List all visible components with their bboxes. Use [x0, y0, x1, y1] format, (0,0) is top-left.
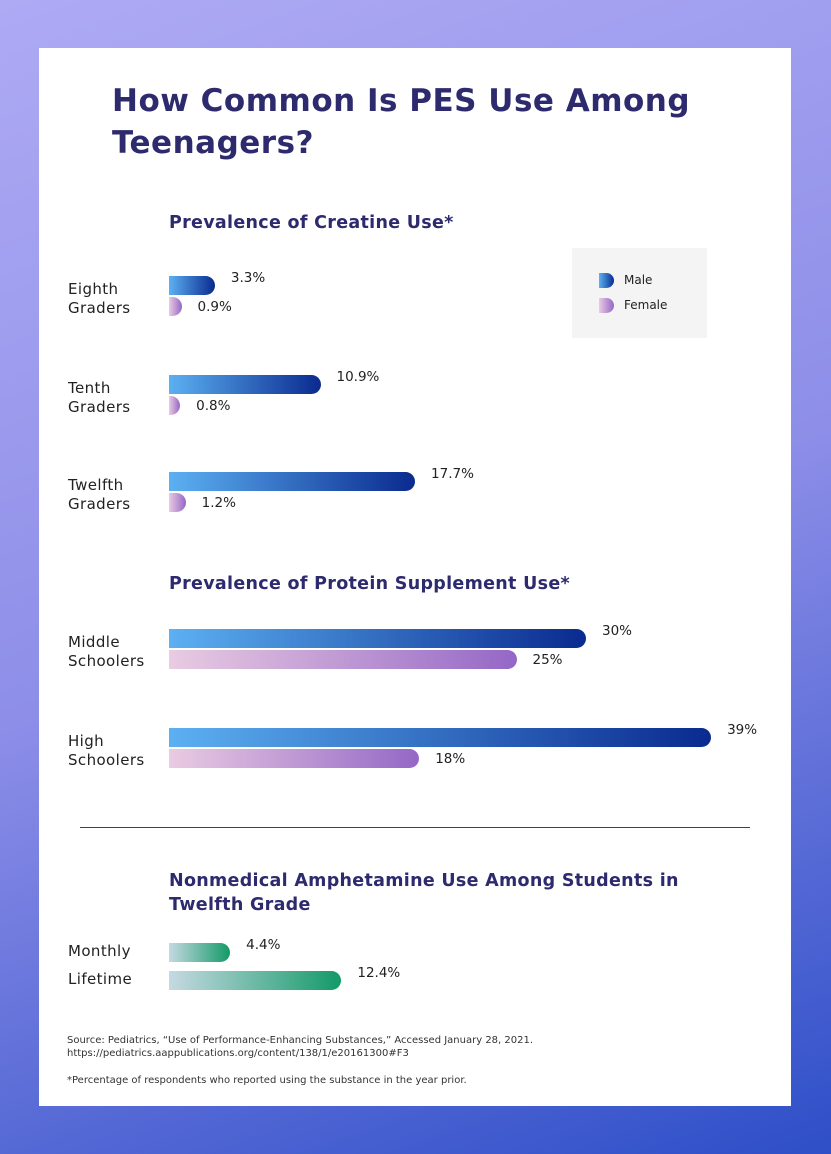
bar: [169, 943, 231, 962]
legend: Male Female: [572, 248, 707, 338]
value-label: 3.3%: [230, 270, 266, 286]
value-label: 1.2%: [201, 495, 236, 511]
bar: [169, 493, 186, 512]
value-label: 0.8%: [196, 398, 231, 414]
chart-title: Nonmedical Amphetamine Use Among Student…: [169, 871, 679, 915]
bar: [169, 971, 342, 990]
value-label: 18%: [435, 751, 466, 767]
chart-title: Prevalence of Creatine Use*: [169, 213, 454, 233]
page-title: How Common Is PES Use Among Teenagers?: [112, 83, 691, 161]
category-label: Twelfth Graders: [68, 476, 131, 513]
card: [39, 48, 791, 1106]
bar: [169, 396, 181, 415]
value-label: 30%: [602, 623, 633, 639]
value-label: 17.7%: [431, 466, 474, 482]
bar: [169, 472, 416, 491]
bar: [169, 276, 215, 295]
category-label: Middle Schoolers: [68, 633, 145, 670]
value-label: 0.9%: [197, 299, 232, 315]
value-label: 4.4%: [246, 937, 281, 953]
bar: [169, 375, 321, 394]
category-label: Eighth Graders: [68, 280, 131, 317]
source: Source: Pediatrics, “Use of Performance-…: [67, 1035, 534, 1059]
bar: [169, 749, 420, 768]
chart-title: Prevalence of Protein Supplement Use*: [169, 574, 570, 594]
value-label: 12.4%: [357, 965, 401, 981]
value-label: 10.9%: [336, 369, 380, 385]
legend-label: Female: [624, 298, 668, 312]
category-label: Monthly: [68, 942, 131, 960]
category-label: High Schoolers: [68, 732, 145, 769]
divider: [80, 827, 750, 828]
value-label: 39%: [727, 722, 758, 738]
legend-swatch: [599, 298, 614, 313]
footnote: *Percentage of respondents who reported …: [67, 1075, 467, 1086]
bar: [169, 650, 517, 669]
legend-swatch: [599, 273, 614, 288]
value-label: 25%: [532, 652, 563, 668]
bar: [169, 297, 182, 316]
category-label: Lifetime: [68, 970, 133, 988]
legend-label: Male: [624, 273, 653, 287]
bar: [169, 728, 712, 747]
category-label: Tenth Graders: [68, 379, 131, 416]
bar: [169, 629, 586, 648]
